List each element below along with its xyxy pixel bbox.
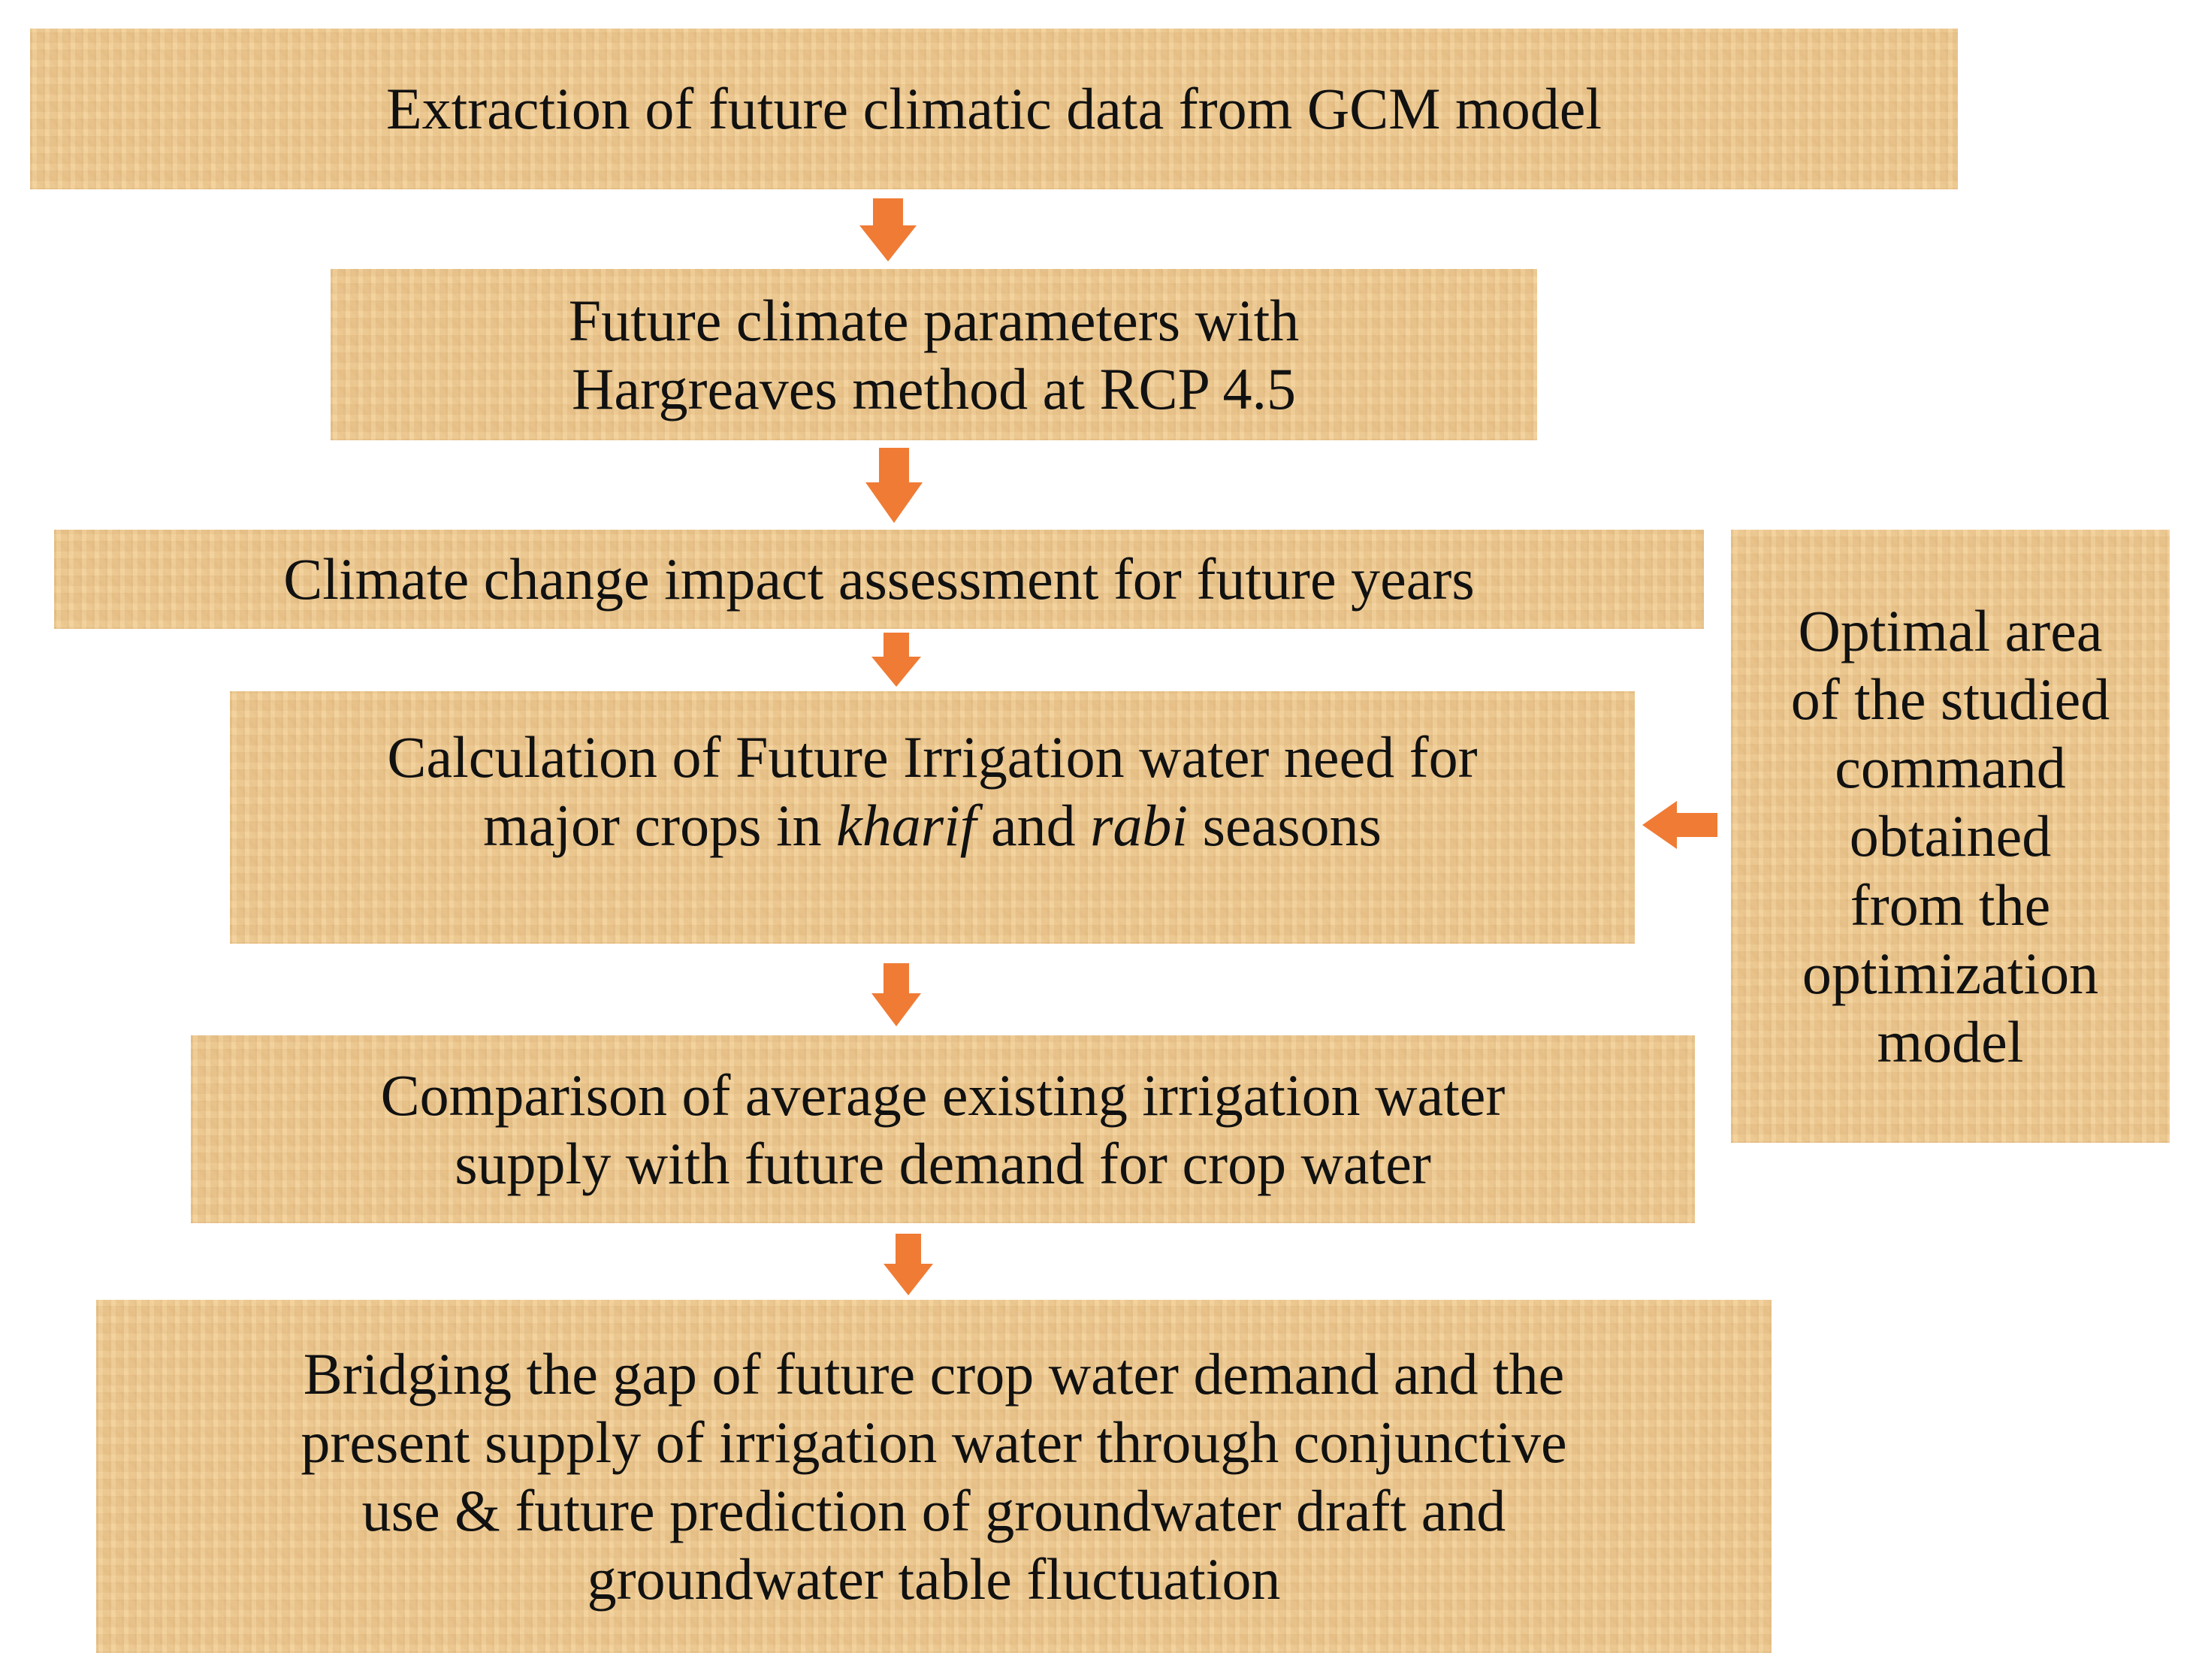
step-text: Extraction of future climatic data from …	[385, 76, 1602, 142]
step-text-line: major crops in kharif and rabi seasons	[483, 793, 1382, 858]
season-rabi: rabi	[1090, 793, 1189, 858]
side-text-line: of the studied	[1790, 666, 2110, 732]
step-box-impact-assessment: Climate change impact assessment for fut…	[54, 530, 1704, 629]
down-arrow-icon	[884, 1234, 933, 1295]
step-box-supply-comparison: Comparison of average existing irrigatio…	[191, 1035, 1695, 1223]
step-text-line: Comparison of average existing irrigatio…	[380, 1062, 1506, 1128]
side-text-line: optimization	[1802, 940, 2099, 1006]
side-text-line: Optimal area	[1798, 597, 2103, 663]
step-text-line: Calculation of Future Irrigation water n…	[387, 724, 1478, 790]
down-arrow-icon	[871, 633, 921, 687]
step-text-line: supply with future demand for crop water	[455, 1131, 1431, 1196]
step-box-bridging-gap: Bridging the gap of future crop water de…	[96, 1300, 1772, 1653]
step-box-irrigation-need: Calculation of Future Irrigation water n…	[230, 691, 1635, 944]
side-text-line: obtained	[1849, 803, 2052, 869]
side-box-optimal-area: Optimal area of the studied command obta…	[1731, 530, 2170, 1143]
down-arrow-icon	[871, 963, 921, 1026]
down-arrow-icon	[865, 448, 923, 523]
step-text-line: use & future prediction of groundwater d…	[361, 1478, 1506, 1543]
step-text: Climate change impact assessment for fut…	[283, 546, 1475, 612]
left-arrow-icon	[1642, 801, 1717, 849]
side-text-line: model	[1877, 1009, 2024, 1075]
side-text-line: from the	[1850, 872, 2051, 938]
step-box-gcm-extraction: Extraction of future climatic data from …	[30, 29, 1958, 189]
step-text-line: present supply of irrigation water throu…	[301, 1409, 1567, 1475]
step-text-line: Hargreaves method at RCP 4.5	[572, 356, 1296, 422]
season-kharif: kharif	[836, 793, 977, 858]
step-text-line: Future climate parameters with	[568, 287, 1300, 353]
down-arrow-icon	[859, 198, 917, 261]
step-text-line: groundwater table fluctuation	[587, 1546, 1281, 1612]
step-text-line: Bridging the gap of future crop water de…	[303, 1340, 1565, 1407]
step-box-climate-parameters: Future climate parameters with Hargreave…	[331, 269, 1537, 440]
side-text-line: command	[1835, 735, 2066, 801]
